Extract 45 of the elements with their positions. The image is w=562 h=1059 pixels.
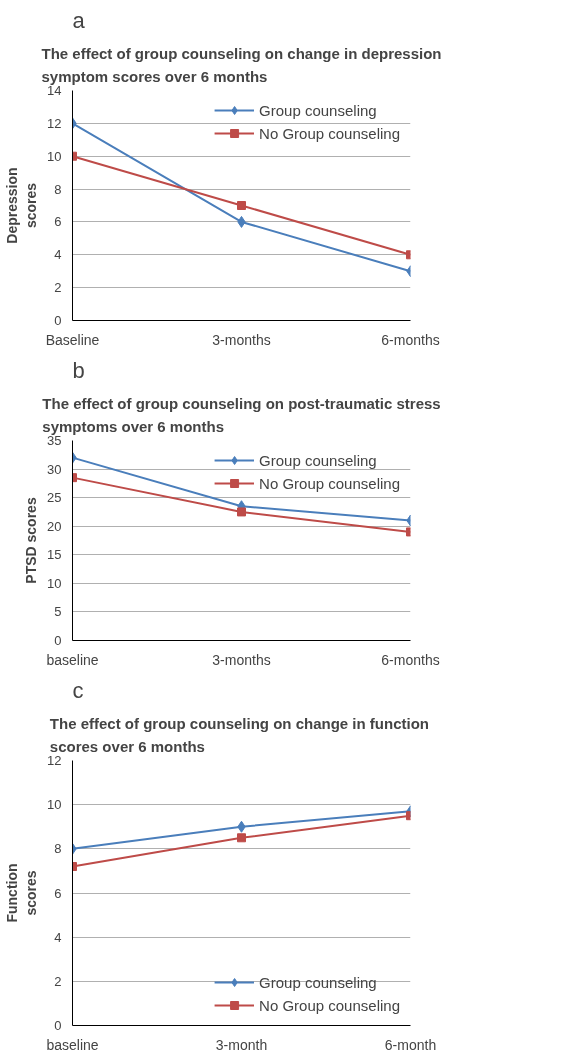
y-tick-label: 6	[54, 885, 62, 901]
x-tick-label: Baseline	[45, 331, 100, 348]
y-tick-label: 5	[54, 604, 62, 620]
y-tick-label: 2	[54, 973, 62, 989]
text: b	[72, 357, 85, 383]
y-tick-label: 8	[54, 181, 62, 197]
chart-title: The effect of group counseling on change in depression symptom scores over 6 months	[41, 44, 442, 86]
y-tick-label: 0	[54, 1018, 62, 1033]
x-tick-label: 3-months	[212, 331, 271, 348]
x-tick-label: 6-month	[384, 1036, 437, 1053]
y-tick-label: 0	[54, 313, 62, 328]
x-tick-label: baseline	[46, 651, 99, 668]
legend-label: No Group counseling	[259, 124, 400, 142]
y-tick-label: 6	[54, 214, 62, 230]
y-tick-label: 4	[54, 247, 62, 263]
y-tick-label: 10	[47, 148, 62, 164]
y-tick-label: 20	[47, 518, 62, 534]
y-tick-label: 2	[54, 280, 62, 296]
x-tick-label: baseline	[46, 1036, 99, 1053]
chart-title: The effect of group counseling on change in function scores over 6 months	[49, 714, 430, 756]
legend-label: No Group counseling	[259, 474, 400, 492]
y-tick-label: 12	[47, 753, 62, 768]
legend-label: Group counseling	[259, 451, 377, 469]
legend-label: Group counseling	[259, 973, 377, 991]
y-tick-label: 15	[47, 547, 62, 563]
x-tick-label: 6-months	[381, 331, 440, 348]
x-tick-label: 6-months	[381, 651, 440, 668]
y-tick-label: 30	[47, 461, 62, 477]
y-tick-label: 12	[47, 115, 62, 131]
chart-title: The effect of group counseling on post-traumatic stress symptoms over 6 months	[42, 394, 441, 436]
y-axis-title: Depression scores	[3, 167, 40, 244]
y-tick-label: 25	[47, 490, 62, 506]
y-tick-label: 10	[47, 575, 62, 591]
y-tick-label: 4	[54, 929, 62, 945]
y-axis-title: Function scores	[3, 863, 40, 923]
text: c	[72, 677, 84, 703]
x-tick-label: 3-month	[215, 1036, 268, 1053]
x-tick-label: 3-months	[212, 651, 271, 668]
y-tick-label: 10	[47, 797, 62, 813]
y-axis-title: PTSD scores	[23, 497, 40, 584]
y-tick-label: 8	[54, 841, 62, 857]
legend-label: No Group counseling	[259, 996, 400, 1014]
y-tick-label: 0	[54, 633, 62, 648]
legend-label: Group counseling	[259, 101, 377, 119]
text: a	[72, 7, 86, 33]
